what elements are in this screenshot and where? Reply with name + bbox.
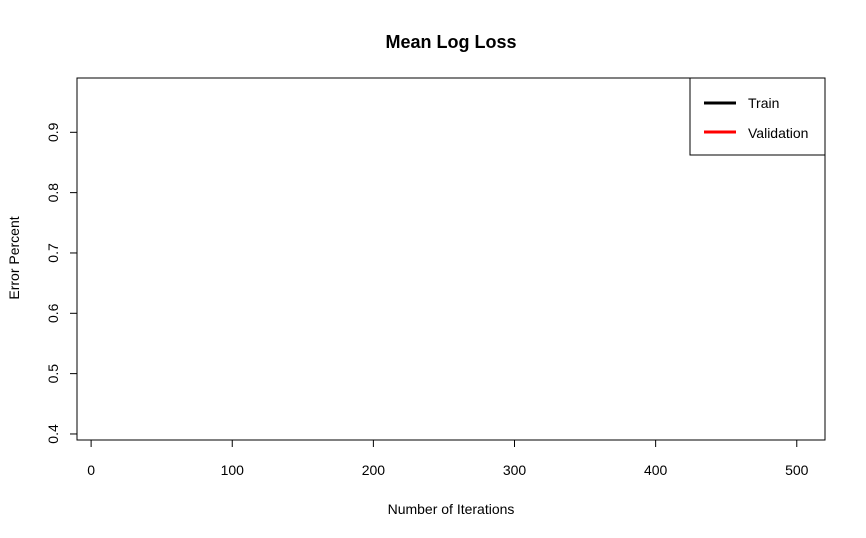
x-tick-label: 500 [785, 462, 809, 478]
y-tick-label: 0.6 [45, 303, 61, 323]
x-tick-label: 0 [87, 462, 95, 478]
x-tick-label: 100 [221, 462, 245, 478]
y-tick-label: 0.4 [45, 424, 61, 444]
y-tick-label: 0.8 [45, 183, 61, 203]
legend-box [689, 77, 826, 156]
x-axis-label: Number of Iterations [388, 501, 515, 517]
y-tick-label: 0.7 [45, 243, 61, 263]
y-tick-label: 0.9 [45, 122, 61, 142]
legend: Train Validation [689, 77, 826, 156]
plot-area [76, 77, 826, 441]
y-tick-label: 0.5 [45, 364, 61, 384]
y-axis: 0.4 0.5 0.6 0.7 0.8 0.9 [45, 122, 77, 444]
y-axis-label: Error Percent [6, 216, 22, 299]
chart-title: Mean Log Loss [385, 32, 516, 52]
x-axis: 0 100 200 300 400 500 [87, 440, 809, 478]
x-tick-label: 300 [503, 462, 527, 478]
legend-label-train: Train [748, 95, 779, 111]
legend-label-validation: Validation [748, 125, 808, 141]
x-tick-label: 400 [644, 462, 668, 478]
x-tick-label: 200 [362, 462, 386, 478]
